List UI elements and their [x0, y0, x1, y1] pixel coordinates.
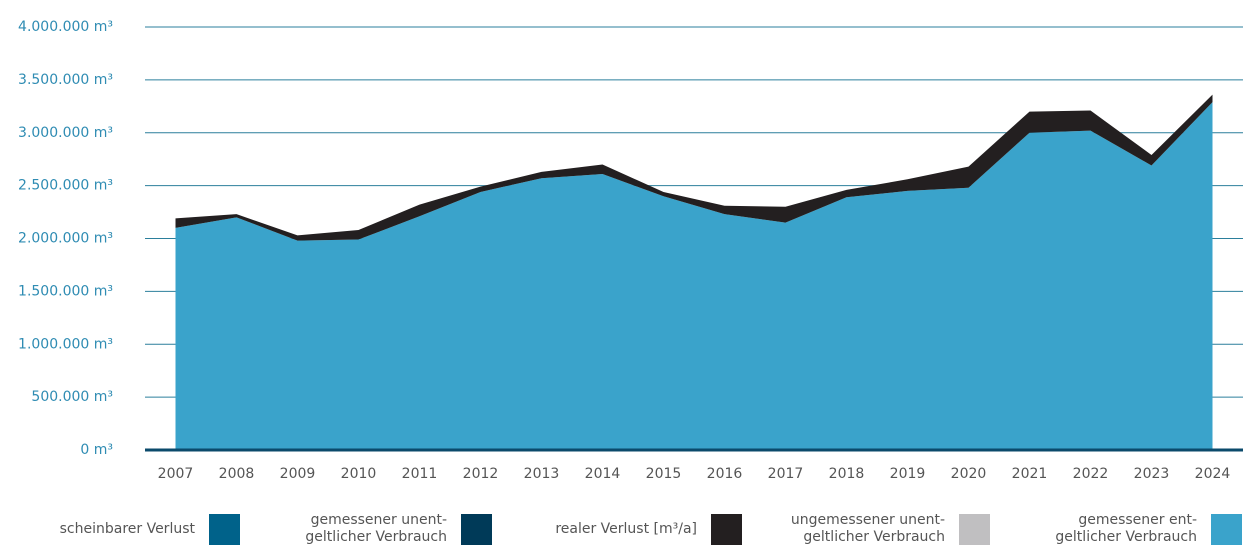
- legend-label: gemessener ent- geltlicher Verbrauch: [1055, 512, 1197, 545]
- x-tick-label: 2021: [1012, 466, 1048, 482]
- y-tick-label: 2.500.000 m³: [18, 178, 113, 194]
- y-tick-label: 4.000.000 m³: [18, 19, 113, 35]
- y-tick-label: 0 m³: [80, 442, 113, 458]
- legend-label: scheinbarer Verlust: [59, 520, 195, 537]
- x-tick-label: 2015: [646, 466, 682, 482]
- x-tick-label: 2007: [158, 466, 194, 482]
- legend-item: scheinbarer Verlust: [60, 510, 240, 548]
- x-tick-label: 2013: [524, 466, 560, 482]
- x-tick-label: 2022: [1073, 466, 1109, 482]
- area: [175, 94, 1213, 241]
- x-tick-label: 2018: [829, 466, 865, 482]
- legend-swatch: [959, 513, 990, 545]
- x-tick-label: 2020: [951, 466, 987, 482]
- y-tick-label: 1.500.000 m³: [18, 283, 113, 299]
- x-tick-label: 2009: [280, 466, 316, 482]
- legend-item: ungemessener unent- geltlicher Verbrauch: [791, 510, 990, 548]
- x-tick-label: 2017: [768, 466, 804, 482]
- x-tick-label: 2011: [402, 466, 438, 482]
- x-tick-label: 2008: [219, 466, 255, 482]
- legend-item: realer Verlust [m³/a]: [555, 510, 742, 548]
- y-tick-label: 3.000.000 m³: [18, 125, 113, 141]
- area: [175, 102, 1213, 451]
- legend-label: ungemessener unent- geltlicher Verbrauch: [790, 512, 945, 545]
- chart: 0 m³ 500.000 m³ 1.000.000 m³ 1.500.000 m³ 2.…: [18, 19, 1243, 482]
- y-tick-label: 500.000 m³: [31, 389, 113, 405]
- x-tick-label: 2023: [1134, 466, 1170, 482]
- legend-swatch: [209, 513, 240, 545]
- legend-swatch: [461, 513, 492, 545]
- legend-item: gemessener unent- geltlicher Verbrauch: [305, 510, 492, 548]
- x-tick-label: 2014: [585, 466, 621, 482]
- legend-item: gemessener ent- geltlicher Verbrauch: [1055, 510, 1242, 548]
- y-tick-label: 1.000.000 m³: [18, 336, 113, 352]
- legend-swatch: [1211, 513, 1242, 545]
- x-tick-label: 2012: [463, 466, 499, 482]
- x-tick-label: 2016: [707, 466, 743, 482]
- x-tick-label: 2010: [341, 466, 377, 482]
- legend: scheinbarer Verlust gemessener unent- gel…: [0, 510, 1248, 550]
- y-tick-label: 3.500.000 m³: [18, 72, 113, 88]
- legend-label: gemessener unent- geltlicher Verbrauch: [305, 512, 447, 545]
- legend-swatch: [711, 513, 742, 545]
- x-tick-label: 2024: [1195, 466, 1231, 482]
- legend-label: realer Verlust [m³/a]: [555, 520, 697, 537]
- x-tick-label: 2019: [890, 466, 926, 482]
- y-tick-label: 2.000.000 m³: [18, 231, 113, 247]
